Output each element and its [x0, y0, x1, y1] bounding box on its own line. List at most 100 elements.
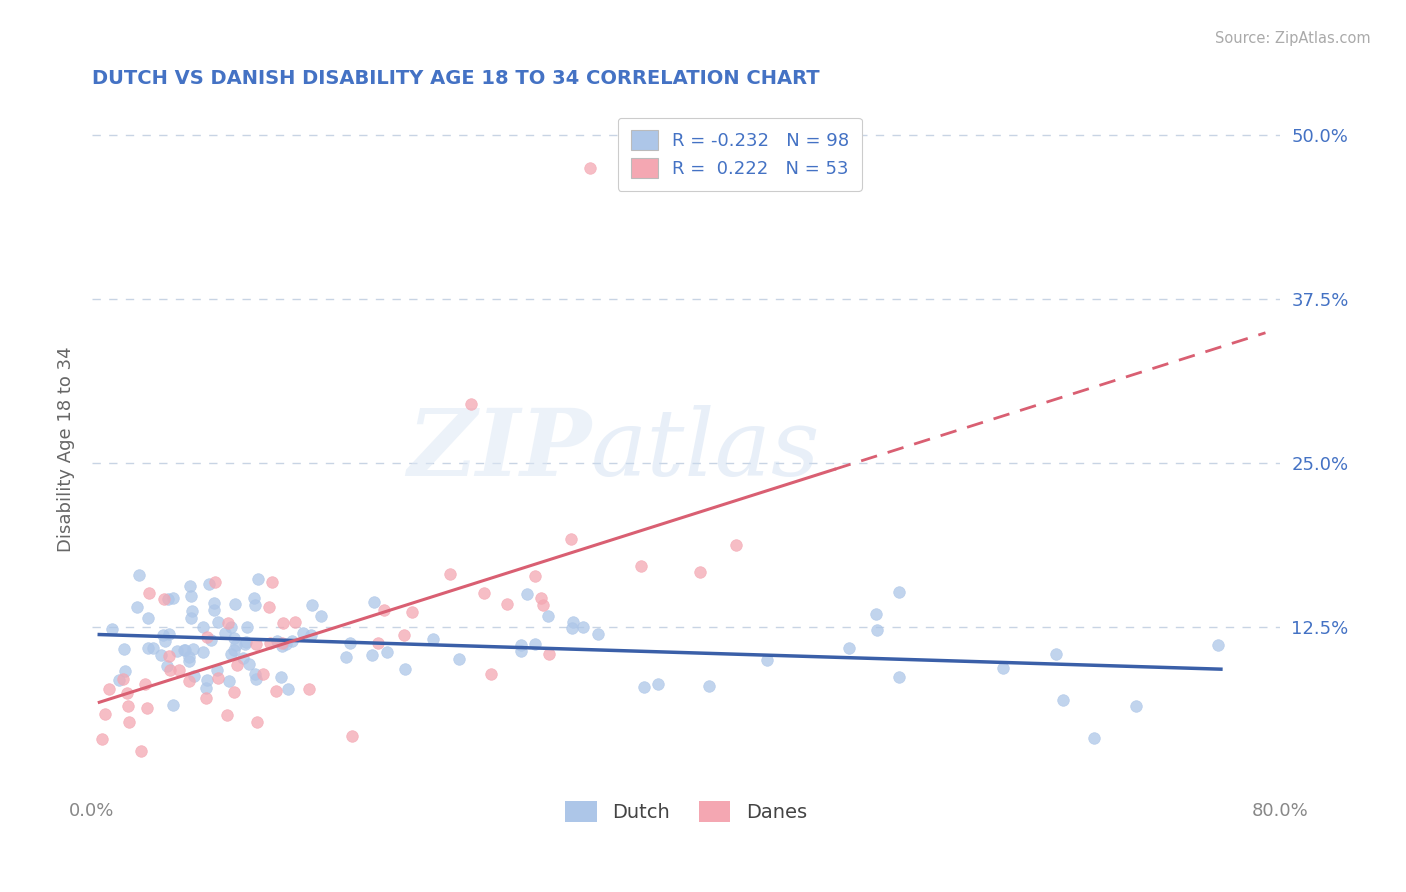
Point [630, 559, 652, 574]
Point [135, 701, 157, 715]
Point [174, 643, 197, 657]
Point [866, 623, 889, 637]
Point [236, 620, 259, 634]
Point [225, 638, 247, 652]
Point [524, 637, 547, 651]
Point [233, 637, 256, 651]
Point [460, 397, 482, 411]
Point [155, 659, 177, 673]
Point [183, 669, 205, 683]
Point [222, 631, 245, 645]
Point [340, 729, 363, 743]
Point [152, 591, 174, 606]
Point [191, 644, 214, 658]
Point [271, 616, 294, 631]
Point [114, 664, 136, 678]
Point [162, 698, 184, 713]
Point [177, 673, 200, 688]
Point [101, 622, 124, 636]
Y-axis label: Disability Age 18 to 34: Disability Age 18 to 34 [58, 347, 75, 552]
Point [401, 606, 423, 620]
Point [205, 663, 228, 677]
Point [98, 681, 121, 696]
Point [572, 620, 595, 634]
Point [259, 636, 281, 650]
Point [588, 627, 610, 641]
Text: ZIP: ZIP [406, 405, 591, 494]
Point [271, 640, 294, 654]
Point [195, 630, 218, 644]
Point [157, 627, 180, 641]
Point [523, 569, 546, 583]
Point [270, 636, 292, 650]
Point [1052, 692, 1074, 706]
Point [375, 645, 398, 659]
Point [257, 600, 280, 615]
Point [298, 682, 321, 697]
Point [439, 566, 461, 581]
Point [226, 658, 249, 673]
Point [243, 591, 266, 605]
Point [889, 584, 911, 599]
Point [339, 636, 361, 650]
Point [238, 657, 260, 671]
Point [516, 587, 538, 601]
Point [232, 651, 254, 665]
Text: DUTCH VS DANISH DISABILITY AGE 18 TO 34 CORRELATION CHART: DUTCH VS DANISH DISABILITY AGE 18 TO 34 … [91, 69, 820, 87]
Point [299, 627, 322, 641]
Point [173, 642, 195, 657]
Point [198, 577, 221, 591]
Point [222, 685, 245, 699]
Point [277, 682, 299, 697]
Point [245, 667, 267, 681]
Point [142, 640, 165, 655]
Point [270, 670, 292, 684]
Point [247, 572, 270, 586]
Point [510, 638, 533, 652]
Point [224, 597, 246, 611]
Point [335, 649, 357, 664]
Point [195, 673, 218, 688]
Point [422, 632, 444, 647]
Point [112, 641, 135, 656]
Point [360, 648, 382, 662]
Point [177, 654, 200, 668]
Point [1125, 698, 1147, 713]
Point [218, 674, 240, 689]
Point [1083, 731, 1105, 746]
Point [291, 625, 314, 640]
Point [284, 615, 307, 630]
Point [509, 643, 531, 657]
Point [181, 641, 204, 656]
Point [838, 640, 860, 655]
Point [180, 611, 202, 625]
Point [219, 647, 242, 661]
Point [394, 662, 416, 676]
Point [194, 690, 217, 705]
Point [474, 586, 496, 600]
Point [245, 673, 267, 687]
Point [193, 620, 215, 634]
Point [562, 615, 585, 629]
Point [865, 607, 887, 622]
Point [159, 663, 181, 677]
Point [274, 637, 297, 651]
Point [128, 567, 150, 582]
Point [112, 672, 135, 686]
Point [118, 714, 141, 729]
Point [166, 644, 188, 658]
Point [245, 637, 267, 651]
Point [167, 663, 190, 677]
Point [647, 676, 669, 690]
Point [129, 744, 152, 758]
Point [633, 680, 655, 694]
Point [724, 538, 747, 552]
Point [156, 592, 179, 607]
Point [538, 648, 561, 662]
Point [202, 603, 225, 617]
Point [136, 611, 159, 625]
Point [215, 708, 238, 723]
Point [200, 633, 222, 648]
Point [138, 640, 160, 655]
Point [363, 594, 385, 608]
